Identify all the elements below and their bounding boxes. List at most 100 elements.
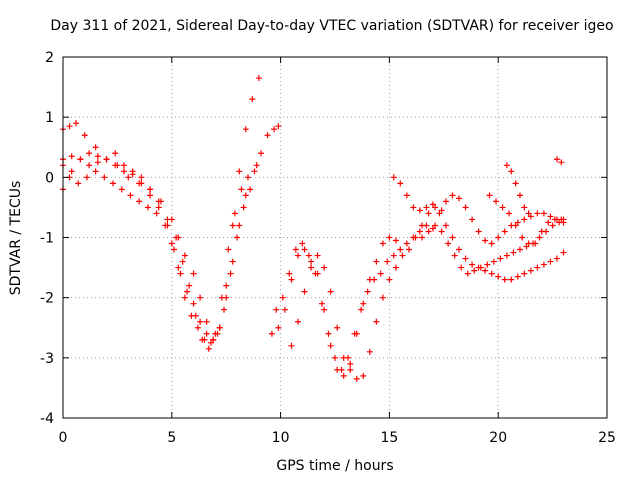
data-point [66, 123, 73, 130]
y-tick-label: 0 [45, 170, 54, 186]
data-point [136, 198, 143, 205]
data-point [499, 204, 506, 211]
data-point [75, 180, 82, 187]
data-point [419, 234, 426, 241]
x-axis-label: GPS time / hours [276, 458, 393, 474]
data-point [101, 174, 108, 181]
data-point [482, 237, 489, 244]
data-point [371, 276, 378, 283]
data-point [390, 174, 397, 181]
data-point [399, 252, 406, 259]
data-point [423, 204, 430, 211]
data-point [288, 276, 295, 283]
data-point [392, 237, 399, 244]
data-point [168, 240, 175, 247]
data-point [503, 162, 510, 169]
data-point [210, 336, 217, 343]
data-point [144, 204, 151, 211]
data-point [366, 348, 373, 355]
data-point [506, 210, 513, 217]
data-point [360, 372, 367, 379]
data-point [221, 306, 228, 313]
data-point [181, 252, 188, 259]
data-point [403, 240, 410, 247]
data-point [164, 216, 171, 223]
data-point [360, 300, 367, 307]
data-point [275, 123, 282, 130]
data-point [203, 318, 210, 325]
series-segment-1 [60, 75, 262, 343]
data-point [92, 144, 99, 151]
y-tick-label: -4 [40, 411, 54, 427]
data-point [351, 330, 358, 337]
data-point [392, 264, 399, 271]
chart-title: Day 311 of 2021, Sidereal Day-to-day VTE… [50, 18, 613, 34]
data-point [295, 252, 302, 259]
data-point [525, 240, 532, 247]
data-point [508, 168, 515, 175]
data-point [186, 282, 193, 289]
data-point [249, 96, 256, 103]
data-point [484, 261, 491, 268]
data-point [129, 171, 136, 178]
data-point [547, 258, 554, 265]
x-tick-label: 25 [598, 430, 616, 446]
data-point [332, 354, 338, 361]
data-point [549, 222, 556, 229]
data-point [373, 258, 380, 265]
data-point [253, 162, 260, 169]
data-point [264, 132, 271, 139]
data-point [493, 198, 500, 205]
data-point [438, 228, 445, 235]
x-tick-label: 20 [489, 430, 507, 446]
grid [63, 57, 607, 418]
data-point [403, 192, 410, 199]
data-point [469, 216, 476, 223]
data-point [379, 294, 386, 301]
data-point [223, 282, 230, 289]
data-point [501, 228, 508, 235]
data-point [301, 246, 308, 253]
data-point [164, 222, 171, 229]
data-point [112, 150, 119, 157]
data-point [92, 168, 99, 175]
data-point [397, 246, 404, 253]
data-point [127, 192, 134, 199]
data-point [273, 306, 280, 313]
series-segment-12 [503, 162, 532, 217]
x-tick-label: 15 [380, 430, 398, 446]
data-point [327, 288, 334, 295]
data-point [112, 162, 119, 169]
data-point [153, 210, 160, 217]
data-point [527, 267, 534, 274]
data-point [471, 267, 478, 274]
data-point [512, 180, 519, 187]
data-point [534, 210, 541, 217]
data-point [271, 126, 278, 133]
data-point [177, 270, 184, 277]
data-point [364, 288, 371, 295]
data-point [497, 255, 504, 262]
data-point [405, 246, 412, 253]
data-point [318, 300, 325, 307]
data-point [334, 324, 341, 331]
data-point [225, 246, 232, 253]
data-point [275, 324, 282, 331]
data-point [120, 162, 127, 169]
data-point [279, 294, 286, 301]
data-point [118, 186, 125, 193]
series-segment-9 [419, 219, 567, 277]
data-point [469, 261, 476, 268]
data-point [312, 270, 319, 277]
data-point [301, 288, 308, 295]
series-segment-3 [60, 162, 260, 346]
y-tick-label: -2 [40, 291, 54, 307]
data-point [525, 210, 532, 217]
data-point [429, 225, 436, 232]
data-point [551, 216, 558, 223]
data-point [83, 174, 90, 181]
data-point [244, 174, 251, 181]
series-segment-4 [60, 150, 249, 343]
series-segment-7 [288, 204, 445, 382]
